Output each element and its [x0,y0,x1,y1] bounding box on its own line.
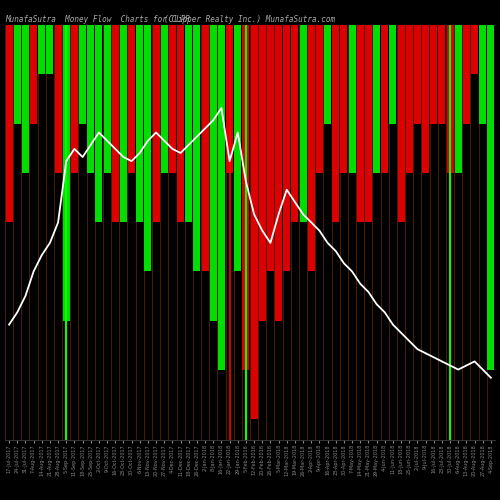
Bar [340,25,347,173]
Bar [46,25,54,74]
Bar [438,25,446,124]
Bar [136,25,143,222]
Bar [54,25,62,173]
Bar [112,25,118,222]
Bar [446,25,454,173]
Bar [14,25,20,124]
Bar [373,25,380,173]
Bar [6,25,12,222]
Bar [79,25,86,124]
Bar [120,25,127,222]
Bar [357,25,364,222]
Bar [267,25,274,272]
Bar [300,25,306,222]
Bar [455,25,462,173]
Bar [234,25,241,272]
Bar [71,25,78,173]
Bar [22,25,29,173]
Bar [169,25,176,173]
Bar [398,25,404,222]
Bar [480,25,486,124]
Text: (Clipper Realty Inc.) MunafaSutra.com: (Clipper Realty Inc.) MunafaSutra.com [164,15,336,24]
Bar [194,25,200,272]
Bar [218,25,225,370]
Bar [308,25,314,272]
Bar [63,25,70,320]
Bar [292,25,298,222]
Bar [471,25,478,74]
Bar [177,25,184,222]
Bar [463,25,470,124]
Bar [104,25,110,173]
Bar [152,25,160,222]
Bar [161,25,168,173]
Bar [390,25,396,124]
Bar [406,25,412,173]
Bar [202,25,208,272]
Bar [226,25,233,173]
Bar [242,25,250,370]
Bar [324,25,331,124]
Bar [186,25,192,222]
Bar [365,25,372,222]
Bar [30,25,37,124]
Bar [88,25,94,173]
Bar [128,25,135,173]
Bar [332,25,339,222]
Bar [259,25,266,320]
Bar [210,25,216,320]
Bar [316,25,323,173]
Bar [96,25,102,222]
Bar [144,25,152,272]
Bar [382,25,388,173]
Bar [414,25,421,124]
Bar [284,25,290,272]
Bar [275,25,282,320]
Bar [250,25,258,419]
Text: MunafaSutra  Money Flow  Charts for CLPR: MunafaSutra Money Flow Charts for CLPR [5,15,190,24]
Bar [488,25,494,370]
Bar [430,25,437,124]
Bar [422,25,429,173]
Bar [38,25,45,74]
Bar [348,25,356,173]
